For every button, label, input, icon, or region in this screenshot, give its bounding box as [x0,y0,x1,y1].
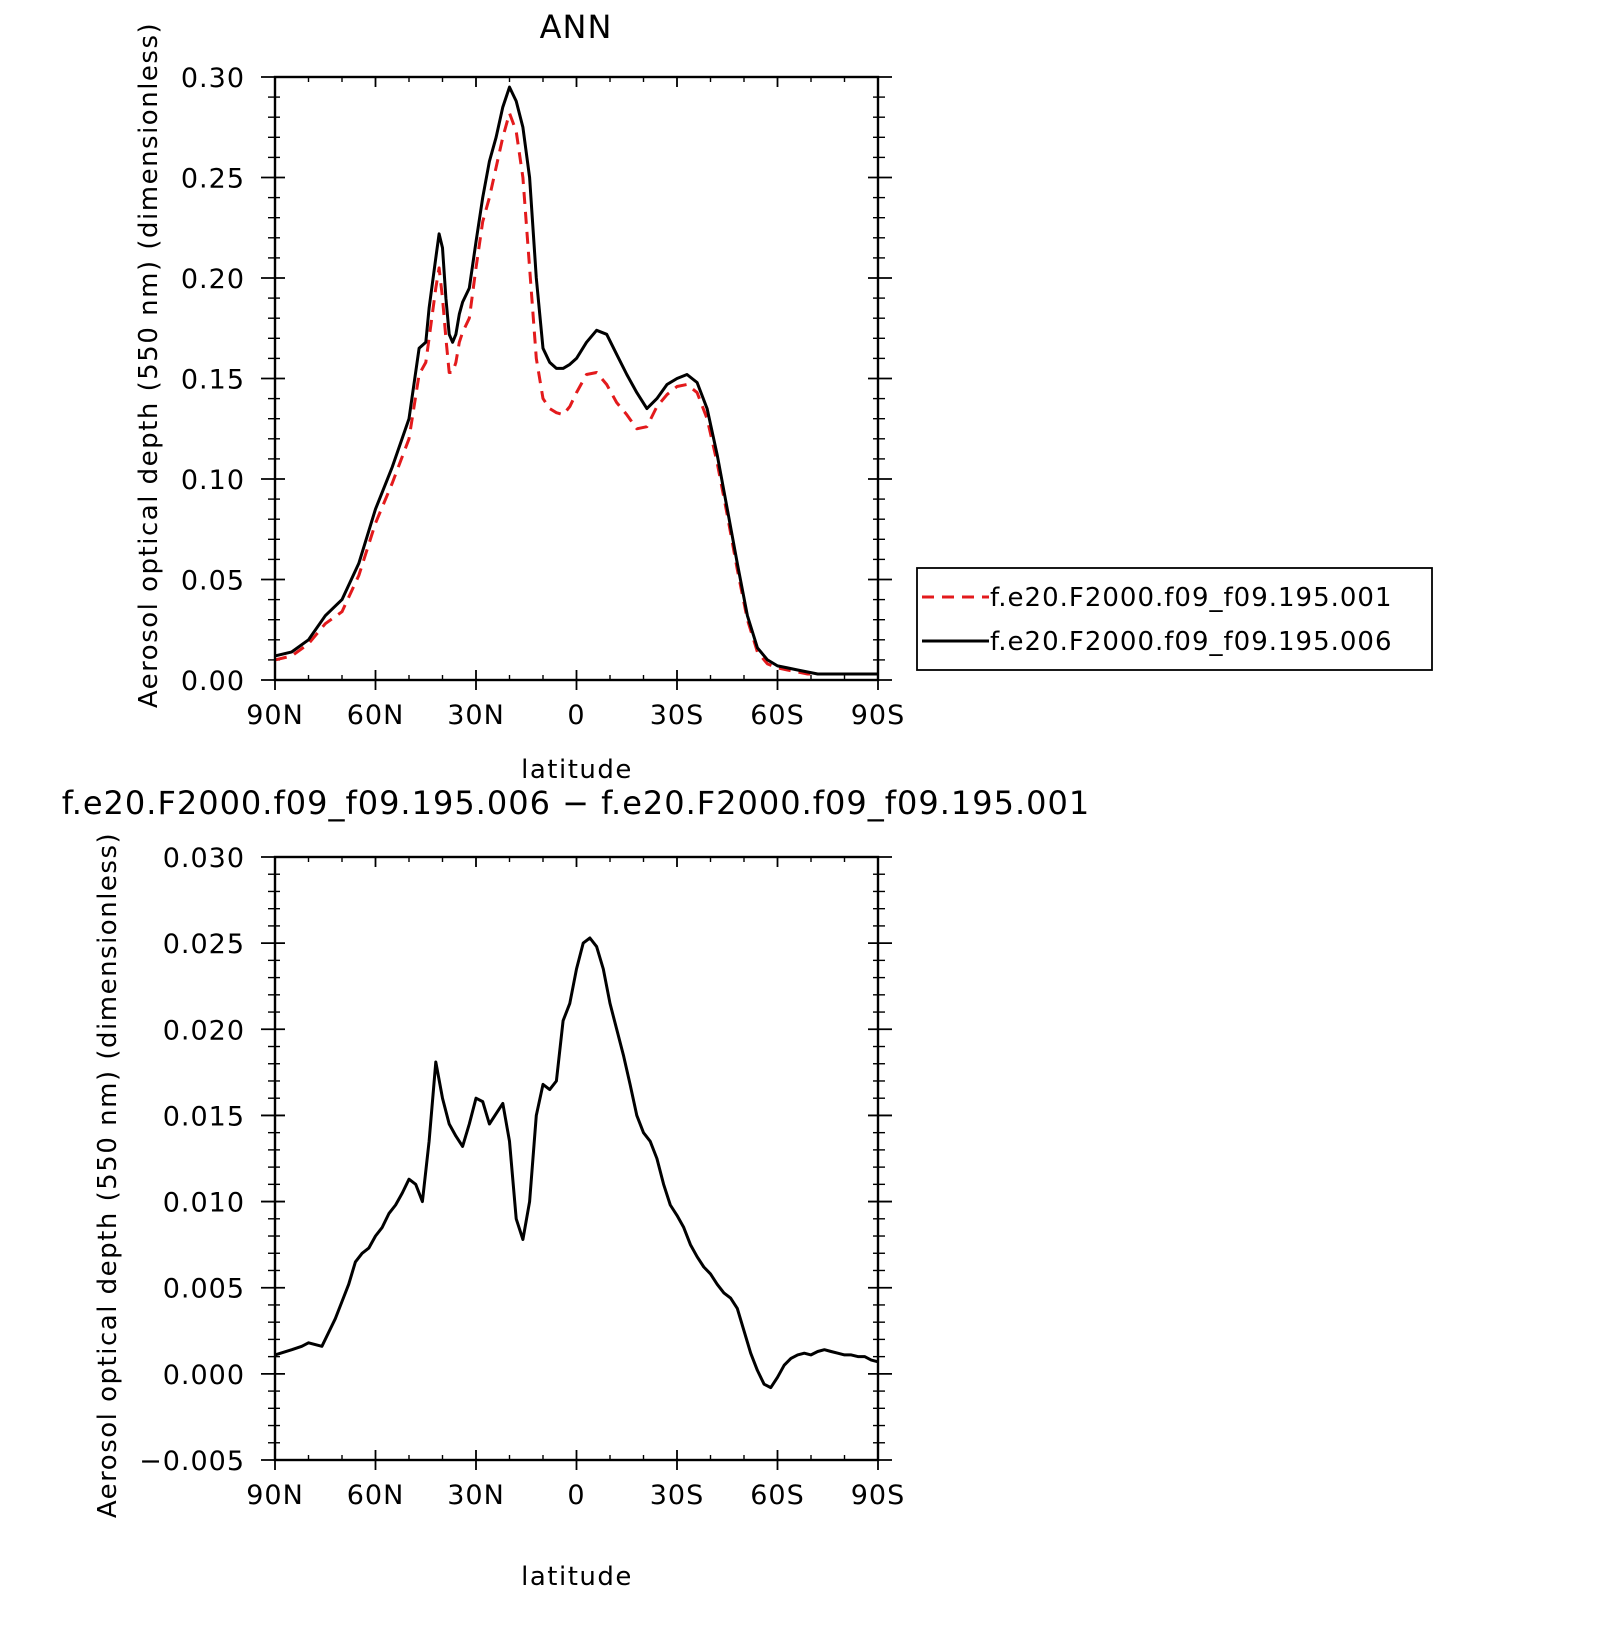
legend-label-006: f.e20.F2000.f09_f09.195.006 [990,627,1393,657]
bottom-y-tick-label: −0.005 [139,1446,245,1477]
bottom-x-tick-label: 30S [650,1480,705,1511]
top-panel-ann: ANN Aerosol optical depth (550 nm) (dime… [134,8,1433,785]
top-x-tick-label: 60S [750,700,805,731]
bottom-x-tick-label: 90S [851,1480,906,1511]
bottom-x-tick-label: 30N [447,1480,505,1511]
top-series-line-1 [274,85,878,676]
top-y-tick-label: 0.05 [181,566,245,597]
bottom-y-tick-label: 0.000 [163,1360,245,1391]
top-x-tick-label: 90S [851,700,906,731]
bottom-x-axis-label: latitude [521,1562,633,1592]
top-y-tick-label: 0.15 [181,365,245,396]
bottom-y-tick-label: 0.015 [163,1101,245,1132]
top-y-axis-label: Aerosol optical depth (550 nm) (dimensio… [134,22,164,708]
bottom-plot-lines [274,936,879,1390]
top-x-tick-label: 30S [650,700,705,731]
legend-box [916,567,1433,671]
bottom-plot-frame [273,855,880,1462]
bottom-series-line-0 [274,936,879,1390]
top-x-tick-label: 30N [447,700,505,731]
top-x-tick-label: 90N [246,700,304,731]
bottom-chart-title: f.e20.F2000.f09_f09.195.006 − f.e20.F200… [62,784,1091,822]
legend-label-001: f.e20.F2000.f09_f09.195.001 [990,583,1393,613]
top-series-line-0 [274,111,878,676]
bottom-axis-ticks: 90N 60N 30N 0 30S 60S 90S −0.005 0.000 0.005 0.010… [139,843,906,1511]
top-x-axis-label: latitude [521,755,633,785]
bottom-x-tick-label: 60S [750,1480,805,1511]
bottom-x-tick-label: 60N [347,1480,405,1511]
bottom-y-tick-label: 0.020 [163,1015,245,1046]
top-y-tick-label: 0.10 [181,465,245,496]
bottom-y-tick-label: 0.010 [163,1188,245,1219]
top-plot-lines [274,85,878,676]
top-y-tick-label: 0.20 [181,264,245,295]
top-y-tick-label: 0.25 [181,164,245,195]
top-chart-title: ANN [540,8,613,46]
top-plot-frame [273,75,880,682]
bottom-y-tick-label: 0.030 [163,843,245,874]
bottom-y-tick-label: 0.025 [163,929,245,960]
top-x-tick-label: 0 [567,700,585,731]
legend: f.e20.F2000.f09_f09.195.001 f.e20.F2000.… [916,567,1433,671]
top-y-tick-label: 0.30 [181,63,245,94]
bottom-y-axis-label: Aerosol optical depth (550 nm) (dimensio… [93,832,123,1518]
bottom-x-tick-label: 0 [567,1480,585,1511]
bottom-panel-difference: f.e20.F2000.f09_f09.195.006 − f.e20.F200… [62,784,1091,1592]
bottom-x-tick-label: 90N [246,1480,304,1511]
top-x-tick-label: 60N [347,700,405,731]
top-y-tick-label: 0.00 [181,666,245,697]
top-axis-ticks: 90N 60N 30N 0 30S 60S 90S 0.00 0.05 0.10 0.15 0.20 0… [181,63,906,731]
bottom-y-tick-label: 0.005 [163,1274,245,1305]
